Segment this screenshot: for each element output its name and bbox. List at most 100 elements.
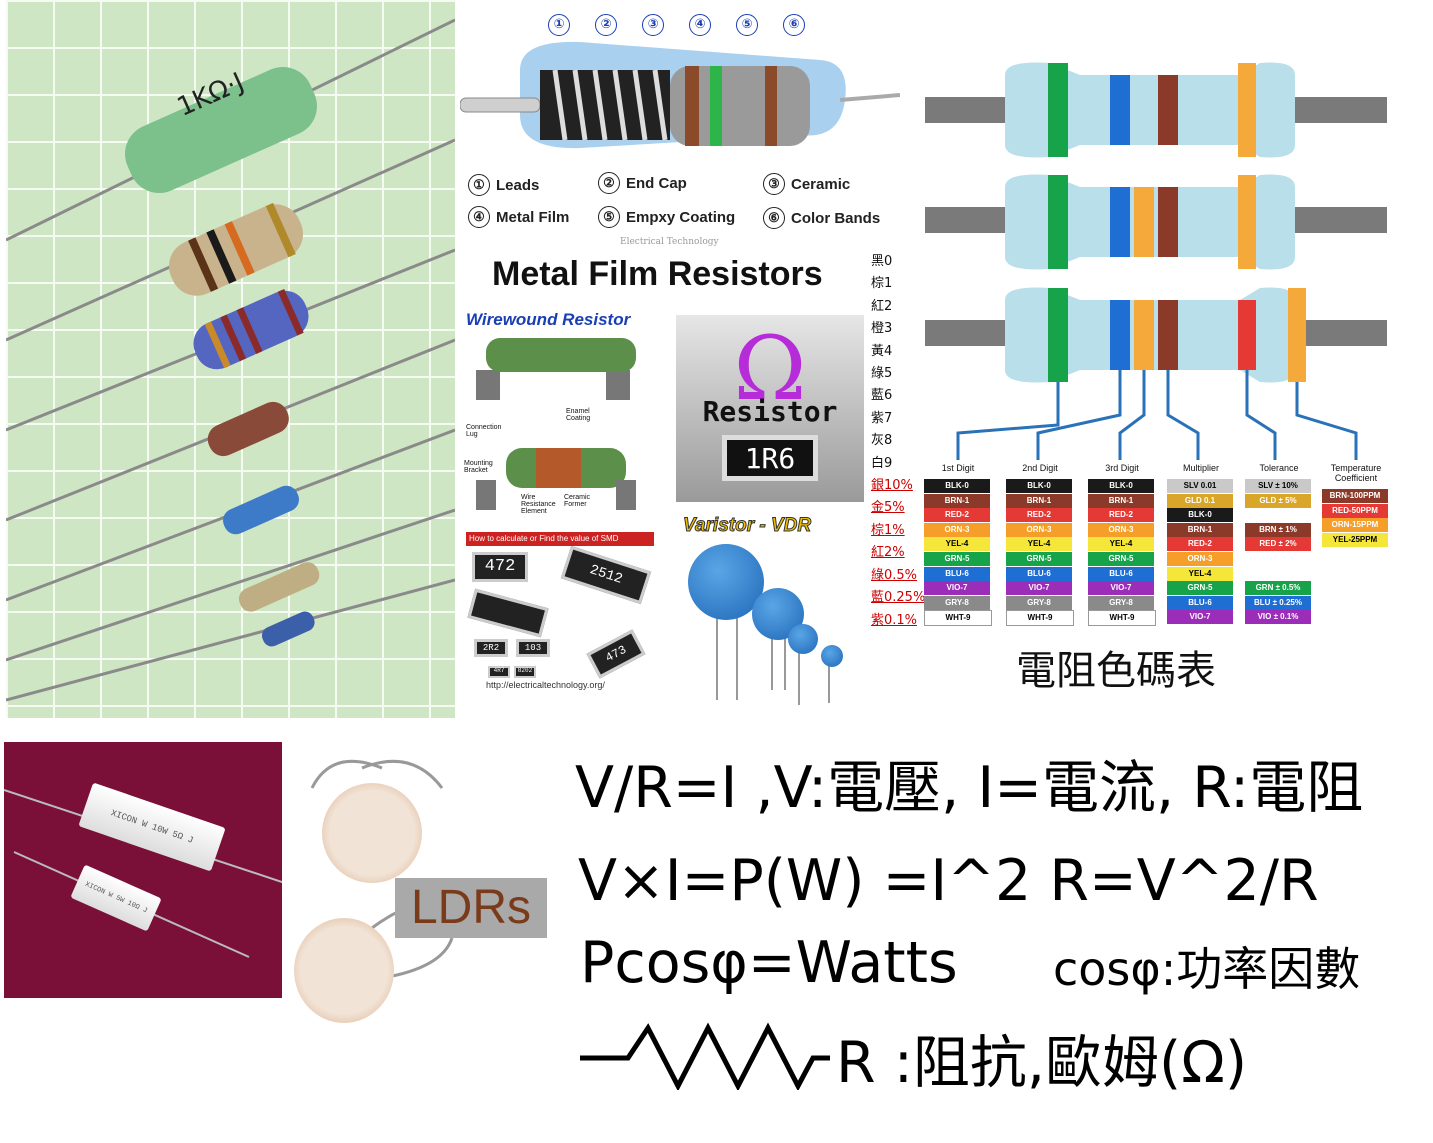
tolerance-item: 金5%	[871, 500, 905, 516]
color-band-diagram	[920, 55, 1390, 465]
color-cell: BLU-6	[1088, 566, 1154, 581]
resistor-symbol-box: Ω Resistor 1R6	[676, 315, 864, 502]
part-number: ⑤	[736, 14, 758, 36]
tolerance-item: 綠0.5%	[871, 567, 918, 583]
part-number: ⑥	[783, 14, 805, 36]
color-code-item: 白9	[871, 455, 893, 471]
smd-chip-blank	[467, 588, 549, 638]
tolerance-item: 藍0.25%	[871, 590, 926, 606]
lead	[736, 600, 738, 700]
color-cell: GRN-5	[1006, 552, 1072, 566]
color-code-item: 灰8	[871, 433, 893, 449]
metal-film-cutaway	[459, 41, 901, 149]
smd-resistors: 472 2512 2R2 103 4R7 8202 473 http://ele…	[466, 545, 658, 693]
part-number: ③	[642, 14, 664, 36]
color-cell: VIO ± 0.1%	[1245, 610, 1311, 625]
label-ceramic-former: Ceramic Former	[564, 494, 591, 508]
color-cell: RED-2	[1167, 537, 1233, 552]
resistors-illustration	[6, 18, 455, 702]
color-cell: BLU ± 0.25%	[1245, 595, 1311, 610]
color-cell: BLK-0	[1006, 479, 1072, 493]
column-title: 1st Digit	[941, 463, 975, 473]
metal-film-diagram: ① ② ③ ④ ⑤ ⑥	[459, 0, 901, 160]
color-cell: GRN ± 0.5%	[1245, 581, 1311, 596]
color-cell: SLV 0.01	[1167, 479, 1233, 493]
cement-leads	[4, 789, 282, 958]
part-number: ⑥	[763, 207, 785, 229]
part-label-coating: ⑤ Empxy Coating	[598, 206, 735, 228]
color-cell: ORN-3	[1167, 552, 1233, 566]
wirewound-illustration	[476, 338, 636, 510]
varistor-disc	[688, 544, 764, 620]
color-cell: BLK-0	[1088, 479, 1154, 493]
color-cell: GRN-5	[1167, 581, 1233, 596]
color-cell: GRY-8	[924, 595, 990, 610]
part-number: ④	[468, 206, 490, 228]
column-title: 2nd Digit	[1022, 463, 1058, 473]
cement-resistor-photo: XICON W 10W 5Ω J XICON W 5W 10Ω J	[4, 742, 282, 998]
part-number: ③	[763, 173, 785, 195]
lead	[716, 600, 718, 700]
part-number: ④	[689, 14, 711, 36]
color-cell: RED-50PPM	[1322, 503, 1388, 518]
color-cell: BRN-1	[1167, 522, 1233, 537]
color-cell: BLU-6	[1006, 566, 1072, 581]
varistor-photo	[676, 540, 866, 710]
color-cell: RED-2	[1088, 508, 1154, 523]
part-number: ①	[468, 174, 490, 196]
color-cell: WHT-9	[924, 610, 992, 627]
color-cell: GLD 0.1	[1167, 493, 1233, 508]
color-cell: BLK-0	[924, 479, 990, 493]
color-cell: BRN-1	[924, 493, 990, 508]
color-chart-title: 電阻色碼表	[1016, 648, 1216, 694]
color-cell: YEL-4	[1006, 537, 1072, 552]
part-number: ①	[548, 14, 570, 36]
color-cell: YEL-4	[924, 537, 990, 552]
ldr-sensor	[322, 783, 422, 883]
color-cell: RED-2	[924, 508, 990, 523]
smd-code: 2512	[560, 545, 652, 605]
color-cell: YEL-4	[1088, 537, 1154, 552]
color-cell: WHT-9	[1006, 610, 1074, 627]
formula-power: V×I=P(W) =I^2 R=V^2/R	[578, 848, 1319, 914]
color-cell: BLU-6	[924, 566, 990, 581]
color-code-item: 橙3	[871, 321, 893, 337]
column-title: Multiplier	[1182, 463, 1219, 473]
part-label-ceramic: ③ Ceramic	[763, 173, 850, 195]
color-cell: BRN-100PPM	[1322, 489, 1388, 503]
metal-film-title: Metal Film Resistors	[492, 255, 823, 293]
color-cell: ORN-15PPM	[1322, 518, 1388, 533]
part-text: Leads	[496, 176, 540, 194]
part-label-leads: ① Leads	[468, 174, 539, 196]
tolerance-item: 紅2%	[871, 545, 905, 561]
color-cell: ORN-3	[1006, 522, 1072, 537]
lead	[828, 658, 830, 703]
part-number: ⑤	[598, 206, 620, 228]
color-cell: ORN-3	[924, 522, 990, 537]
label-enamel: Enamel Coating	[566, 408, 591, 422]
color-code-item: 紅2	[871, 298, 893, 314]
color-cell: VIO-7	[1167, 610, 1233, 625]
color-cell: SLV ± 10%	[1245, 479, 1311, 493]
tolerance-item: 棕1%	[871, 522, 905, 538]
color-cell: GRN-5	[924, 552, 990, 566]
color-code-item: 棕1	[871, 276, 893, 292]
color-cell: GRY-8	[1006, 595, 1072, 610]
resistor-band-illustration	[925, 62, 1387, 460]
color-code-item: 綠5	[871, 366, 893, 382]
smd-code: 4R7	[488, 666, 510, 678]
varistor-disc	[821, 645, 843, 667]
smd-code: 8202	[514, 666, 536, 678]
color-cell: ORN-3	[1088, 522, 1154, 537]
smd-chip: 1R6	[722, 435, 818, 481]
omega-symbol: Ω	[733, 317, 807, 420]
part-number: ②	[595, 14, 617, 36]
resistor-symbol-icon	[580, 1022, 830, 1090]
label-connection: Connection Lug	[466, 424, 502, 438]
part-label-metal-film: ④ Metal Film	[468, 206, 569, 228]
part-number: ②	[598, 172, 620, 194]
label-mounting: Mounting Bracket	[464, 460, 493, 474]
color-cell: VIO-7	[1006, 581, 1072, 596]
color-cell: RED-2	[1006, 508, 1072, 523]
smd-code: 473	[586, 629, 646, 679]
